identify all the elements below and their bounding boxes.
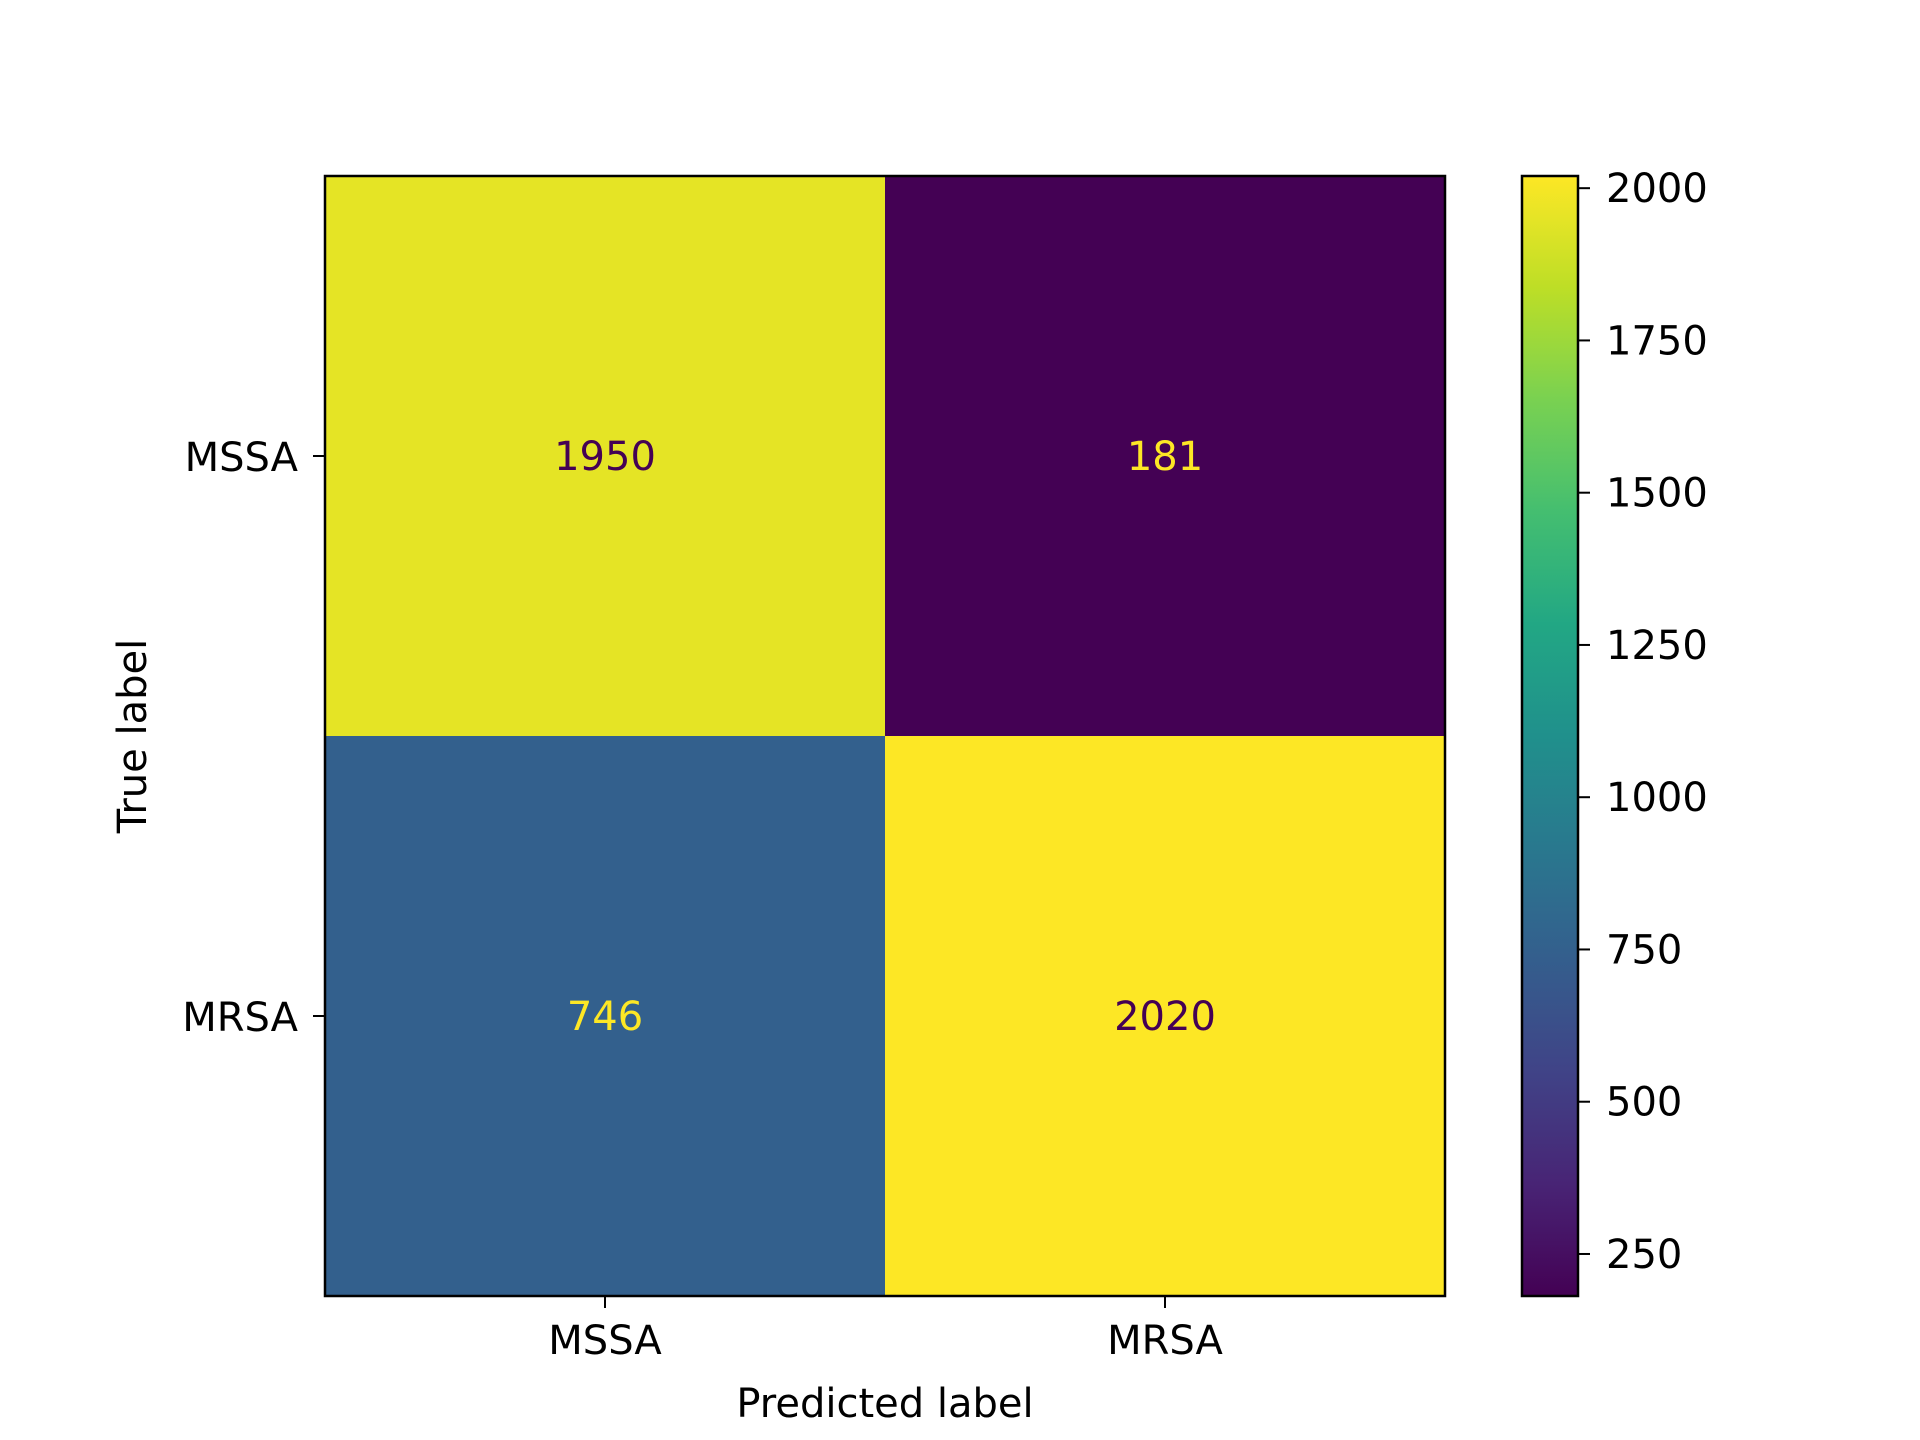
colorbar-ticks: 250 500 750 1000 1250 1500 1750 2000 [1578, 166, 1708, 1278]
heatmap-cell [885, 176, 1445, 736]
y-axis-label: True label [110, 639, 156, 834]
plot-frame [323, 174, 1447, 1298]
x-axis-label: Predicted label [736, 1381, 1033, 1427]
colorbar-tick-label: 250 [1606, 1232, 1682, 1278]
heatmap-cell [885, 736, 1445, 1296]
colorbar-tick-label: 750 [1606, 927, 1682, 973]
colorbar-tick-label: 1250 [1606, 623, 1708, 669]
y-tick-label: MRSA [182, 995, 298, 1041]
x-tick-label: MSSA [548, 1318, 662, 1364]
colorbar-tick-label: 2000 [1606, 166, 1708, 212]
y-tick-label: MSSA [185, 435, 299, 481]
heatmap-cells: 1950 181 746 2020 [325, 176, 1445, 1296]
x-axis-ticks: MSSA MRSA [548, 1296, 1224, 1364]
cell-value-label: 181 [1127, 434, 1203, 480]
heatmap-cell [325, 736, 885, 1296]
heatmap-cell [325, 176, 885, 736]
colorbar-tick-label: 1750 [1606, 318, 1708, 364]
colorbar-tick-label: 1000 [1606, 775, 1708, 821]
y-axis-ticks: MSSA MRSA [182, 435, 325, 1041]
cell-value-label: 2020 [1114, 994, 1216, 1040]
cell-value-label: 746 [567, 994, 643, 1040]
x-tick-label: MRSA [1107, 1318, 1223, 1364]
colorbar-tick-label: 1500 [1606, 471, 1708, 517]
colorbar-tick-label: 500 [1606, 1080, 1682, 1126]
colorbar [1520, 174, 1580, 1298]
cell-value-label: 1950 [554, 434, 656, 480]
